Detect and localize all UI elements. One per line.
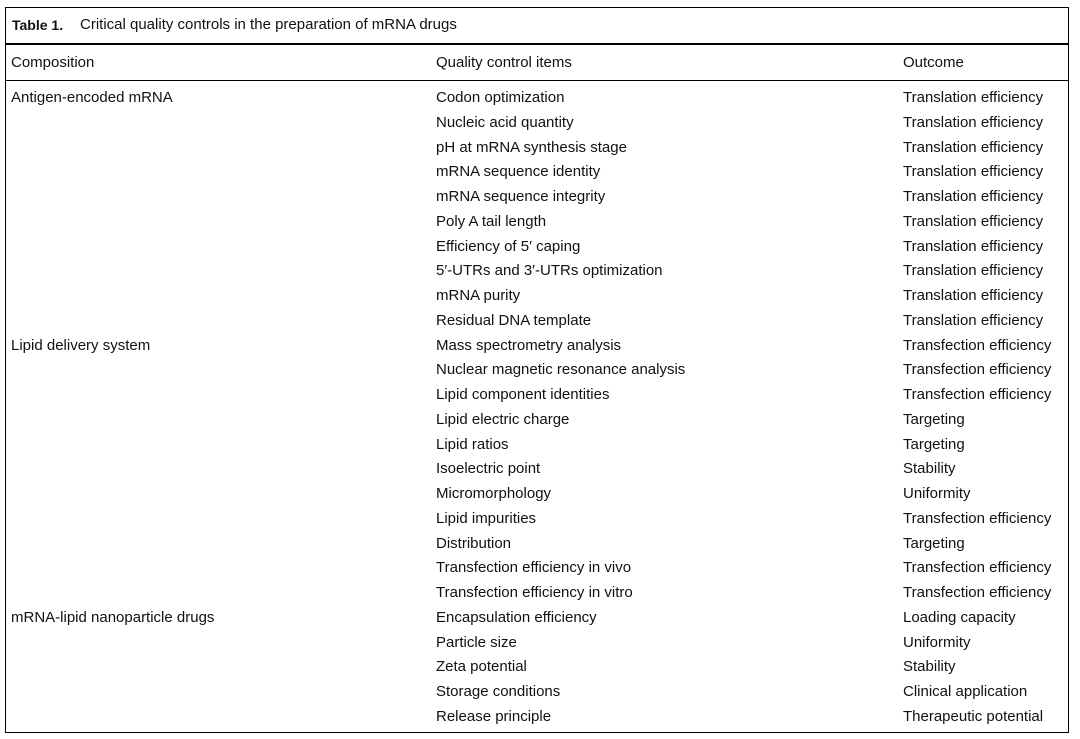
quality-item: Nuclear magnetic resonance analysis <box>436 361 686 379</box>
outcome: Transfection efficiency <box>903 559 1052 577</box>
quality-item: Isoelectric point <box>436 460 541 478</box>
composition: Lipid delivery system <box>11 336 151 354</box>
composition: Antigen-encoded mRNA <box>11 89 173 106</box>
quality-item: Efficiency of 5′ caping <box>436 237 581 255</box>
table-caption: Critical quality controls in the prepara… <box>80 16 457 33</box>
outcome: Translation efficiency <box>903 188 1044 206</box>
quality-item: Codon optimization <box>436 89 565 106</box>
table-frame <box>5 7 1069 733</box>
quality-item: Zeta potential <box>436 658 527 676</box>
quality-item: Transfection efficiency in vitro <box>436 584 633 602</box>
quality-item: Micromorphology <box>436 485 552 503</box>
outcome: Translation efficiency <box>903 262 1044 280</box>
outcome: Translation efficiency <box>903 138 1044 156</box>
outcome: Transfection efficiency <box>903 509 1052 527</box>
outcome: Clinical application <box>903 683 1028 701</box>
quality-item: mRNA sequence integrity <box>436 188 606 206</box>
outcome: Translation efficiency <box>903 311 1044 329</box>
outcome: Translation efficiency <box>903 287 1044 305</box>
quality-item: Mass spectrometry analysis <box>436 336 622 354</box>
outcome: Loading capacity <box>903 608 1016 626</box>
outcome: Targeting <box>903 435 965 453</box>
header-rule <box>5 80 1069 81</box>
quality-item: Poly A tail length <box>436 212 547 230</box>
outcome: Translation efficiency <box>903 163 1044 181</box>
outcome: Targeting <box>903 410 965 428</box>
outcome: Stability <box>903 460 956 478</box>
quality-item: Lipid component identities <box>436 386 610 404</box>
outcome: Targeting <box>903 534 965 552</box>
quality-item: Storage conditions <box>436 683 561 701</box>
quality-item: Particle size <box>436 633 517 651</box>
quality-item: Lipid impurities <box>436 509 537 527</box>
outcome: Therapeutic potential <box>903 708 1044 725</box>
quality-item: Transfection efficiency in vivo <box>436 559 632 577</box>
quality-item: Distribution <box>436 534 512 552</box>
outcome: Transfection efficiency <box>903 584 1052 602</box>
quality-item: 5′-UTRs and 3′-UTRs optimization <box>436 262 663 280</box>
quality-item: mRNA purity <box>436 287 521 305</box>
quality-item: Nucleic acid quantity <box>436 113 574 131</box>
table-label: Table 1. <box>12 17 64 33</box>
outcome: Transfection efficiency <box>903 361 1052 379</box>
quality-item: mRNA sequence identity <box>436 163 601 181</box>
outcome: Uniformity <box>903 485 971 503</box>
outcome: Translation efficiency <box>903 212 1044 230</box>
outcome: Uniformity <box>903 633 971 651</box>
quality-item: Release principle <box>436 708 552 725</box>
outcome: Translation efficiency <box>903 89 1044 106</box>
outcome: Transfection efficiency <box>903 336 1052 354</box>
quality-item: Encapsulation efficiency <box>436 608 597 626</box>
title-rule <box>5 43 1069 45</box>
composition: mRNA-lipid nanoparticle drugs <box>11 608 215 626</box>
column-header: Composition <box>11 54 95 71</box>
quality-item: pH at mRNA synthesis stage <box>436 138 627 156</box>
quality-item: Lipid ratios <box>436 435 509 453</box>
quality-item: Lipid electric charge <box>436 410 570 428</box>
outcome: Translation efficiency <box>903 237 1044 255</box>
column-header: Outcome <box>903 54 964 71</box>
column-header: Quality control items <box>436 54 572 71</box>
outcome: Translation efficiency <box>903 113 1044 131</box>
outcome: Stability <box>903 658 956 676</box>
outcome: Transfection efficiency <box>903 386 1052 404</box>
quality-item: Residual DNA template <box>436 311 592 329</box>
